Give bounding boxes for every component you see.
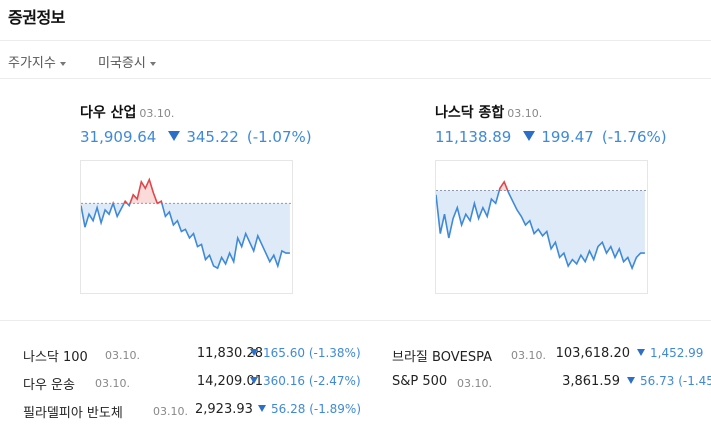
list-item[interactable]: 다우 운송 03.10. 14,209.01 360.16 (-2.47%) (23, 374, 383, 393)
index-card-dow[interactable]: 다우 산업 03.10. 31,909.64 345.22 (-1.07%) (80, 102, 312, 146)
list-item[interactable]: 필라델피아 반도체 03.10. 2,923.93 56.28 (-1.89%) (23, 402, 383, 421)
dow-sparkline-svg (81, 177, 292, 270)
index-value: 103,618.20 (555, 346, 630, 361)
title-bar: 증권정보 (0, 0, 711, 41)
index-value: 11,138.89 (435, 128, 512, 146)
index-name: 다우 산업 (80, 105, 137, 121)
index-name: S&P 500 (392, 374, 448, 389)
index-date: 03.10. (95, 377, 130, 390)
index-change: 1,452.99 (650, 346, 704, 360)
index-percent: (-1.89%) (309, 402, 362, 416)
index-percent: (-2.47%) (308, 374, 361, 388)
tab-label: 미국증시 (98, 56, 146, 71)
index-name: 나스닥 종합 (435, 105, 505, 121)
index-date: 03.10. (507, 107, 543, 120)
down-arrow-icon (168, 131, 181, 141)
sparkline-area-above (81, 179, 290, 204)
index-name: 나스닥 100 (23, 350, 88, 365)
list-item[interactable]: 브라질 BOVESPA 03.10. 103,618.20 1,452.99 (392, 346, 711, 365)
list-item[interactable]: 나스닥 100 03.10. 11,830.28 165.60 (-1.38%) (23, 346, 383, 365)
sparkline-line-down (81, 203, 290, 270)
index-name: 필라델피아 반도체 (23, 406, 123, 421)
index-card-nasdaq[interactable]: 나스닥 종합 03.10. 11,138.89 199.47 (-1.76%) (435, 102, 667, 146)
page-title: 증권정보 (8, 8, 65, 27)
sparkline-area-below (81, 203, 290, 269)
section-divider (0, 320, 711, 321)
index-change: 360.16 (263, 374, 305, 388)
down-arrow-icon (523, 131, 536, 141)
index-value: 2,923.93 (195, 402, 253, 417)
index-date: 03.10. (153, 405, 188, 418)
index-value: 11,830.28 (196, 346, 263, 361)
tab-bar: 주가지수 미국증시 (0, 41, 711, 79)
down-arrow-icon (627, 377, 635, 384)
list-item[interactable]: S&P 500 03.10. 3,861.59 56.73 (-1.45%) (392, 374, 711, 390)
tab-label: 주가지수 (8, 56, 56, 71)
index-percent: (-1.76%) (601, 128, 667, 146)
index-value: 31,909.64 (80, 128, 157, 146)
caret-down-icon (59, 61, 66, 66)
index-name: 브라질 BOVESPA (392, 350, 492, 365)
index-percent: (-1.45%) (678, 374, 711, 388)
nasdaq-sparkline-chart[interactable] (435, 160, 648, 294)
index-date: 03.10. (457, 377, 492, 390)
index-name: 다우 운송 (23, 378, 75, 393)
index-date: 03.10. (511, 349, 546, 362)
dow-sparkline-chart[interactable] (80, 160, 293, 294)
tab-us-market[interactable]: 미국증시 (98, 52, 156, 71)
down-arrow-icon (250, 349, 258, 356)
down-arrow-icon (250, 377, 258, 384)
index-date: 03.10. (139, 107, 175, 120)
index-change: 345.22 (186, 128, 239, 146)
index-change: 56.28 (271, 402, 306, 416)
nasdaq-sparkline-svg (436, 180, 647, 271)
down-arrow-icon (258, 405, 266, 412)
tab-stock-index[interactable]: 주가지수 (8, 52, 66, 71)
index-value: 14,209.01 (196, 374, 263, 389)
index-change: 165.60 (263, 346, 305, 360)
index-change: 199.47 (541, 128, 594, 146)
index-percent: (-1.07%) (246, 128, 312, 146)
down-arrow-icon (637, 349, 645, 356)
caret-down-icon (149, 61, 156, 66)
sparkline-line-down (436, 190, 645, 271)
index-value: 3,861.59 (562, 374, 620, 389)
index-date: 03.10. (105, 349, 140, 362)
index-change: 56.73 (640, 374, 675, 388)
index-percent: (-1.38%) (308, 346, 361, 360)
